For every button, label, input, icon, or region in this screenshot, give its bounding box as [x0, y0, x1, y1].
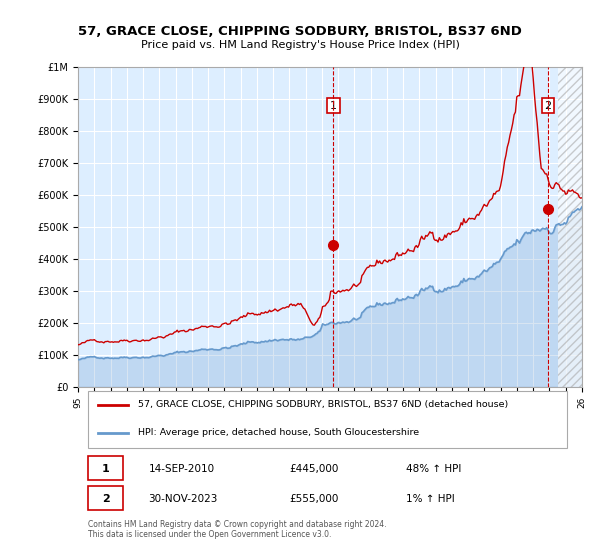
- Text: Contains HM Land Registry data © Crown copyright and database right 2024.
This d: Contains HM Land Registry data © Crown c…: [88, 520, 386, 539]
- Text: 57, GRACE CLOSE, CHIPPING SODBURY, BRISTOL, BS37 6ND: 57, GRACE CLOSE, CHIPPING SODBURY, BRIST…: [78, 25, 522, 38]
- Text: 1: 1: [330, 101, 337, 110]
- Text: 48% ↑ HPI: 48% ↑ HPI: [406, 464, 461, 474]
- Text: 2: 2: [102, 494, 110, 504]
- Text: 57, GRACE CLOSE, CHIPPING SODBURY, BRISTOL, BS37 6ND (detached house): 57, GRACE CLOSE, CHIPPING SODBURY, BRIST…: [139, 400, 509, 409]
- Text: 30-NOV-2023: 30-NOV-2023: [149, 494, 218, 504]
- Text: 1: 1: [102, 464, 110, 474]
- Text: Price paid vs. HM Land Registry's House Price Index (HPI): Price paid vs. HM Land Registry's House …: [140, 40, 460, 50]
- FancyBboxPatch shape: [88, 391, 567, 447]
- Text: HPI: Average price, detached house, South Gloucestershire: HPI: Average price, detached house, Sout…: [139, 428, 419, 437]
- Text: £555,000: £555,000: [290, 494, 339, 504]
- Polygon shape: [557, 67, 582, 387]
- Text: 14-SEP-2010: 14-SEP-2010: [149, 464, 215, 474]
- Text: 2: 2: [544, 101, 551, 110]
- Text: £445,000: £445,000: [290, 464, 339, 474]
- FancyBboxPatch shape: [88, 456, 124, 480]
- Text: 1% ↑ HPI: 1% ↑ HPI: [406, 494, 454, 504]
- FancyBboxPatch shape: [88, 486, 124, 510]
